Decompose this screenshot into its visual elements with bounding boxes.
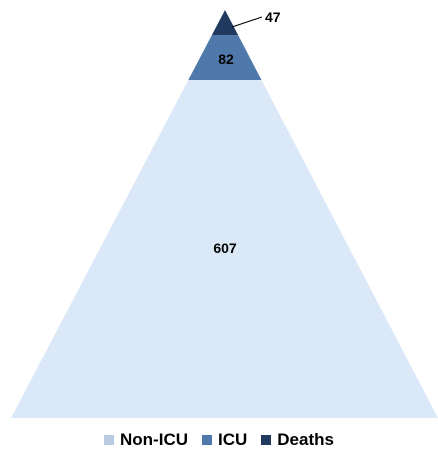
legend: Non-ICU ICU Deaths	[0, 428, 438, 452]
segment-label-non-icu: 607	[213, 240, 237, 256]
legend-item-non-icu: Non-ICU	[104, 430, 188, 450]
segment-label-deaths: 47	[265, 9, 281, 25]
legend-swatch-non-icu	[104, 435, 115, 445]
segment-label-icu: 82	[218, 51, 234, 67]
legend-label-icu: ICU	[218, 430, 248, 449]
segment-non-icu	[11, 80, 438, 418]
legend-item-icu: ICU	[202, 430, 247, 450]
segment-icu	[188, 35, 262, 80]
deaths-leader-line	[231, 16, 263, 28]
legend-label-non-icu: Non-ICU	[120, 430, 188, 449]
segment-deaths	[211, 10, 239, 35]
legend-swatch-deaths	[261, 435, 272, 445]
legend-swatch-icu	[202, 435, 212, 445]
legend-label-deaths: Deaths	[277, 430, 334, 449]
legend-item-deaths: Deaths	[261, 430, 334, 450]
